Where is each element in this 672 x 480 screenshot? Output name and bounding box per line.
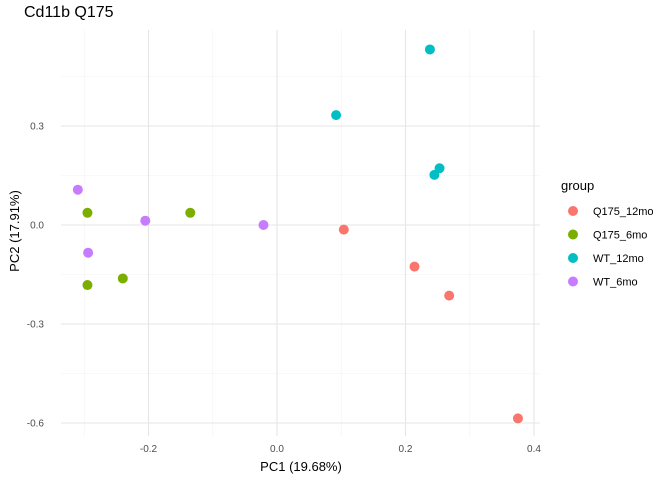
data-point-q175-6mo [82, 280, 93, 291]
legend-swatch [568, 253, 578, 263]
legend-label: WT_6mo [593, 277, 638, 289]
legend-items: Q175_12mo Q175_6mo WT_12mo WT_6mo [568, 206, 654, 289]
data-point-wt-12mo [434, 163, 445, 174]
y-tick-label: 0.3 [30, 122, 44, 133]
legend: group Q175_12mo Q175_6mo WT_12mo WT_6mo [561, 178, 654, 289]
data-point-q175-12mo [512, 413, 523, 424]
data-point-wt-6mo [83, 247, 94, 258]
data-point-q175-6mo [82, 207, 93, 218]
x-tick-label: 0.4 [527, 444, 541, 455]
legend-swatch [568, 206, 578, 216]
y-tick-label: -0.6 [27, 419, 45, 430]
data-point-wt-6mo [258, 220, 269, 230]
y-axis-ticks: -0.6 -0.3 0.0 0.3 [27, 122, 45, 430]
legend-title: group [561, 178, 594, 193]
data-point-q175-12mo [409, 261, 420, 272]
data-points [72, 44, 523, 424]
y-tick-label: 0.0 [30, 221, 44, 232]
data-point-q175-6mo [117, 273, 128, 284]
y-tick-label: -0.3 [27, 320, 45, 331]
major-gridlines [61, 30, 540, 436]
x-tick-label: 0.0 [270, 444, 284, 455]
chart-title: Cd11b Q175 [24, 4, 114, 21]
data-point-wt-6mo [140, 215, 151, 226]
data-point-wt-6mo [72, 184, 83, 195]
x-axis-title: PC1 (19.68%) [260, 459, 342, 474]
data-point-q175-12mo [444, 290, 455, 301]
data-point-q175-12mo [338, 224, 349, 235]
legend-label: Q175_12mo [593, 206, 654, 218]
data-point-wt-12mo [331, 110, 342, 121]
legend-label: WT_12mo [593, 253, 644, 265]
data-point-wt-12mo [424, 44, 435, 55]
legend-label: Q175_6mo [593, 230, 647, 242]
data-point-q175-6mo [185, 207, 196, 218]
legend-swatch [568, 276, 578, 287]
x-axis-ticks: -0.2 0.0 0.2 0.4 [140, 444, 542, 455]
legend-swatch [568, 229, 578, 240]
x-tick-label: 0.2 [399, 444, 413, 455]
y-axis-title: PC2 (17.91%) [7, 190, 22, 272]
x-tick-label: -0.2 [140, 444, 158, 455]
minor-gridlines [61, 30, 540, 436]
